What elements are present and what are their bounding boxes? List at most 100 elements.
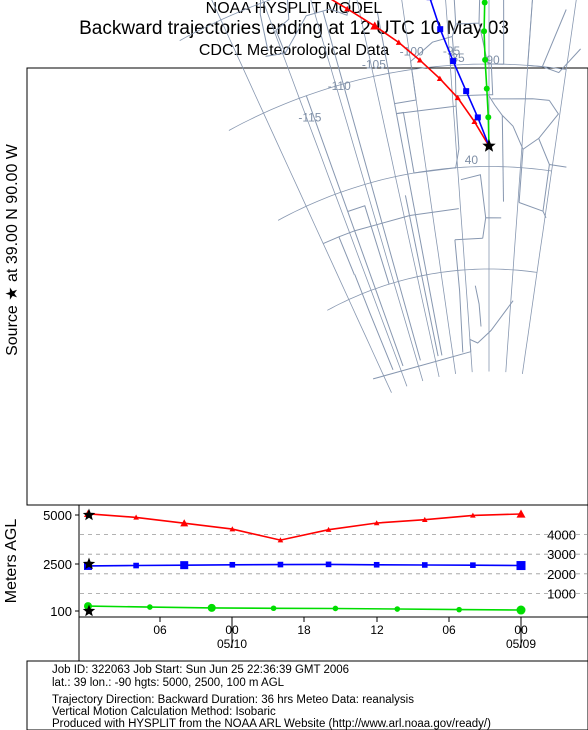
height-panel: 5000 2500 100 4000 3000 2000 1000	[43, 504, 588, 619]
border-line	[487, 94, 503, 116]
height-profiles	[84, 509, 526, 615]
border-line	[394, 99, 417, 105]
graticule	[179, 0, 577, 393]
trajectory-marker	[470, 512, 476, 518]
border-line	[455, 94, 489, 97]
trajectory-marker	[436, 75, 443, 81]
trajectory-marker	[450, 58, 457, 65]
border-line	[542, 210, 547, 219]
border-line	[404, 195, 439, 357]
trajectory-marker	[277, 537, 284, 543]
height-tick-left: 2500	[43, 557, 72, 572]
border-line	[501, 115, 539, 151]
height-line	[87, 605, 522, 611]
trajectory-marker	[485, 114, 492, 121]
border-line	[474, 285, 482, 327]
border-line	[322, 10, 421, 361]
trajectory-marker	[482, 56, 489, 63]
height-tick-right: 4000	[547, 528, 576, 543]
trajectory-marker	[421, 562, 428, 568]
trajectory-marker	[207, 603, 216, 612]
trajectory-marker	[516, 561, 526, 571]
time-tick-label: 06	[153, 623, 167, 637]
trajectory-marker	[180, 561, 189, 570]
trajectory-marker	[437, 26, 444, 33]
longitude-line	[310, 0, 424, 382]
trajectory-marker	[325, 526, 332, 532]
border-line	[518, 149, 524, 203]
trajectory	[426, 0, 490, 147]
border-line	[275, 0, 290, 54]
time-tick-label: 06	[442, 623, 456, 637]
border-line	[542, 164, 550, 212]
border-line	[455, 0, 481, 25]
height-profile	[84, 602, 526, 615]
trajectory-marker	[416, 57, 423, 63]
trajectory-marker	[483, 85, 490, 92]
trajectory-marker	[516, 509, 526, 518]
border-line	[372, 351, 471, 380]
trajectory-marker	[395, 39, 402, 45]
time-tick-label: 18	[297, 623, 311, 637]
trajectory-line	[483, 0, 490, 147]
trajectory-marker	[516, 605, 526, 615]
trajectory-marker	[270, 605, 277, 612]
trajectory-marker	[133, 562, 139, 569]
border-line	[338, 236, 355, 275]
border-line	[482, 217, 502, 239]
info-method: Vertical Motion Calculation Method: Isob…	[52, 706, 276, 718]
trajectory-marker	[456, 606, 462, 613]
longitude-line	[445, 0, 473, 373]
border-line	[538, 100, 560, 139]
map-frame	[26, 67, 588, 506]
trajectory-marker	[180, 519, 189, 527]
trajectory-paths	[330, 0, 492, 147]
height-line	[87, 513, 522, 541]
date-label: 05/10	[217, 637, 247, 651]
longitude-line	[401, 0, 456, 374]
border-line	[454, 239, 464, 353]
latitude-line	[228, 63, 567, 131]
height-frame	[78, 504, 588, 618]
trajectory-marker	[373, 520, 380, 526]
trajectory	[330, 0, 490, 147]
trajectory-marker	[325, 561, 332, 568]
latitude-line	[327, 268, 538, 311]
border-line	[377, 12, 443, 356]
start-star-icon	[82, 508, 96, 521]
border-line	[491, 98, 550, 101]
height-line	[87, 563, 522, 567]
longitude-line	[262, 0, 408, 387]
longitude-label: -110	[328, 79, 351, 93]
trajectory-marker	[373, 561, 380, 568]
start-star-icon	[82, 557, 96, 570]
source-star-icon	[482, 139, 496, 152]
start-star-icon	[82, 604, 96, 617]
trajectory-line	[330, 0, 490, 147]
trajectory-line	[429, 0, 490, 147]
longitude-label: -115	[298, 110, 321, 124]
info-direction: Trajectory Direction: Backward Duration:…	[52, 694, 414, 706]
trajectory-marker	[481, 28, 488, 35]
info-produced: Produced with HYSPLIT from the NOAA ARL …	[52, 718, 491, 730]
title-meteo-data: CDC1 Meteorological Data	[198, 42, 390, 59]
border-line	[347, 205, 390, 285]
trajectory-marker	[481, 0, 488, 6]
border-line	[538, 138, 567, 168]
trajectory-marker	[133, 514, 139, 520]
border-line	[259, 0, 269, 52]
trajectory-marker	[474, 114, 481, 121]
height-tick-left: 5000	[43, 508, 72, 523]
time-axis-frame	[78, 616, 588, 662]
border-line	[527, 0, 533, 66]
title-main: Backward trajectories ending at 12 UTC 1…	[79, 18, 509, 39]
trajectory-marker	[229, 561, 236, 568]
longitude-label: -90	[482, 53, 500, 67]
height-tick-right: 2000	[547, 567, 576, 582]
trajectory-marker	[454, 94, 461, 101]
longitude-line	[356, 0, 440, 377]
trajectory-marker	[370, 21, 380, 30]
border-line	[541, 9, 567, 67]
